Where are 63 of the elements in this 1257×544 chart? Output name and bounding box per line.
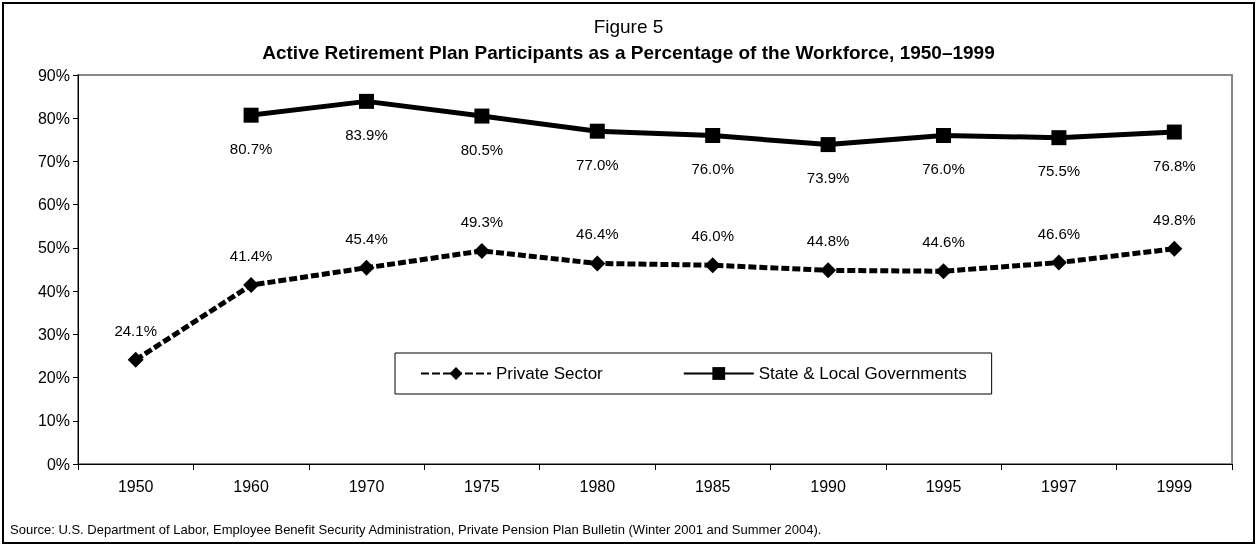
y-tick-label: 10%: [37, 412, 70, 430]
y-tick-label: 30%: [37, 325, 70, 343]
data-label: 46.0%: [691, 227, 734, 245]
point: [473, 242, 490, 259]
y-tick-label: 0%: [46, 455, 70, 473]
data-label: 49.3%: [460, 212, 504, 230]
point: [359, 93, 374, 109]
y-tick-label: 90%: [37, 66, 70, 84]
point: [820, 262, 837, 279]
data-label: 76.8%: [1153, 156, 1196, 174]
data-label: 73.9%: [806, 169, 850, 187]
source-note: Source: U.S. Department of Labor, Employee Benefit Security Administration, Private Pension Plan Bulletin (Winter 2001 and Summer 2004).: [10, 522, 822, 537]
point: [589, 123, 605, 139]
point: [474, 108, 490, 124]
point: [589, 255, 606, 272]
point: [936, 128, 951, 144]
data-label: 44.6%: [922, 233, 965, 251]
data-label: 49.8%: [1153, 210, 1196, 228]
point: [358, 259, 375, 276]
legend-label: Private Sector: [496, 364, 604, 383]
point: [935, 263, 952, 280]
y-tick-label: 60%: [37, 196, 70, 214]
data-label: 76.0%: [922, 160, 965, 178]
point: [705, 128, 721, 144]
point: [1051, 130, 1067, 146]
data-label: 80.7%: [229, 139, 273, 157]
data-label: 46.6%: [1037, 224, 1081, 242]
x-tick-label: 1960: [233, 477, 269, 495]
x-tick-label: 1999: [1156, 477, 1193, 495]
point: [127, 351, 144, 368]
x-tick-label: 1975: [464, 477, 500, 495]
x-tick-label: 1997: [1041, 477, 1077, 495]
data-label: 80.5%: [460, 140, 504, 158]
chart-title: Figure 5: [593, 16, 664, 37]
legend-label: State & Local Governments: [758, 364, 967, 383]
point: [704, 257, 721, 274]
y-tick-label: 80%: [37, 109, 70, 127]
point: [1050, 254, 1067, 271]
x-tick-label: 1985: [694, 477, 731, 495]
x-tick-label: 1995: [925, 477, 962, 495]
y-tick-label: 50%: [37, 239, 70, 257]
data-label: 46.4%: [576, 225, 619, 243]
point: [243, 277, 260, 294]
y-tick-label: 20%: [37, 369, 70, 387]
x-tick-label: 1950: [117, 477, 154, 495]
x-tick-label: 1970: [348, 477, 385, 495]
data-label: 24.1%: [114, 321, 157, 339]
chart-subtitle: Active Retirement Plan Participants as a Percentage of the Workforce, 1950–1999: [262, 42, 995, 63]
y-tick-label: 70%: [37, 152, 70, 170]
point: [1166, 240, 1183, 257]
point: [1166, 124, 1182, 140]
x-tick-label: 1980: [579, 477, 616, 495]
y-tick-label: 40%: [37, 282, 70, 300]
data-label: 83.9%: [345, 125, 388, 143]
data-label: 77.0%: [576, 155, 619, 173]
data-label: 44.8%: [806, 232, 850, 250]
data-label: 45.4%: [345, 229, 388, 247]
data-label: 41.4%: [229, 247, 273, 265]
data-label: 76.0%: [691, 160, 734, 178]
point: [243, 107, 259, 123]
data-label: 75.5%: [1037, 162, 1081, 180]
x-tick-label: 1990: [810, 477, 846, 495]
point: [820, 137, 836, 153]
